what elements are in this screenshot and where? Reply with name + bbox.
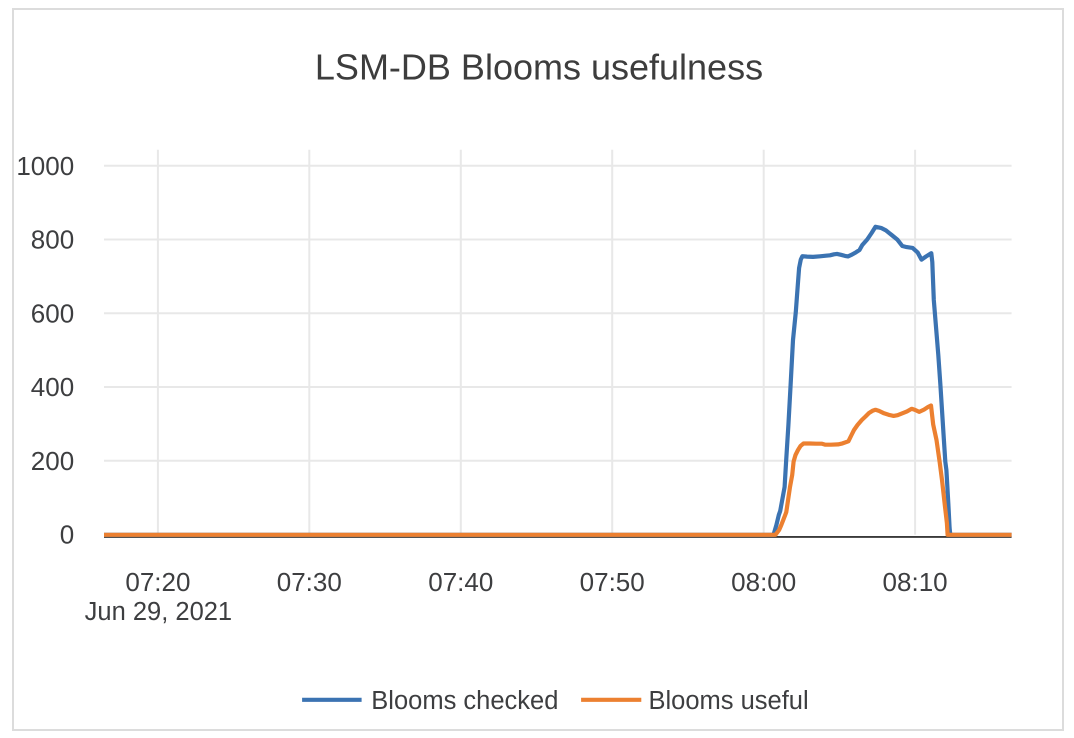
svg-text:Jun 29, 2021: Jun 29, 2021 [85, 598, 232, 626]
svg-text:200: 200 [31, 446, 74, 476]
svg-text:08:10: 08:10 [883, 567, 948, 597]
svg-text:LSM-DB Blooms usefulness: LSM-DB Blooms usefulness [315, 47, 763, 88]
svg-text:07:20: 07:20 [125, 567, 190, 597]
svg-text:600: 600 [31, 298, 74, 328]
svg-text:400: 400 [31, 372, 74, 402]
svg-text:07:40: 07:40 [428, 567, 493, 597]
svg-text:0: 0 [60, 520, 74, 550]
svg-text:07:50: 07:50 [580, 567, 645, 597]
svg-text:08:00: 08:00 [731, 567, 796, 597]
svg-text:1000: 1000 [16, 151, 74, 181]
svg-text:800: 800 [31, 225, 74, 255]
svg-text:07:30: 07:30 [277, 567, 342, 597]
svg-text:Blooms useful: Blooms useful [649, 687, 809, 715]
svg-text:Blooms checked: Blooms checked [371, 687, 558, 715]
